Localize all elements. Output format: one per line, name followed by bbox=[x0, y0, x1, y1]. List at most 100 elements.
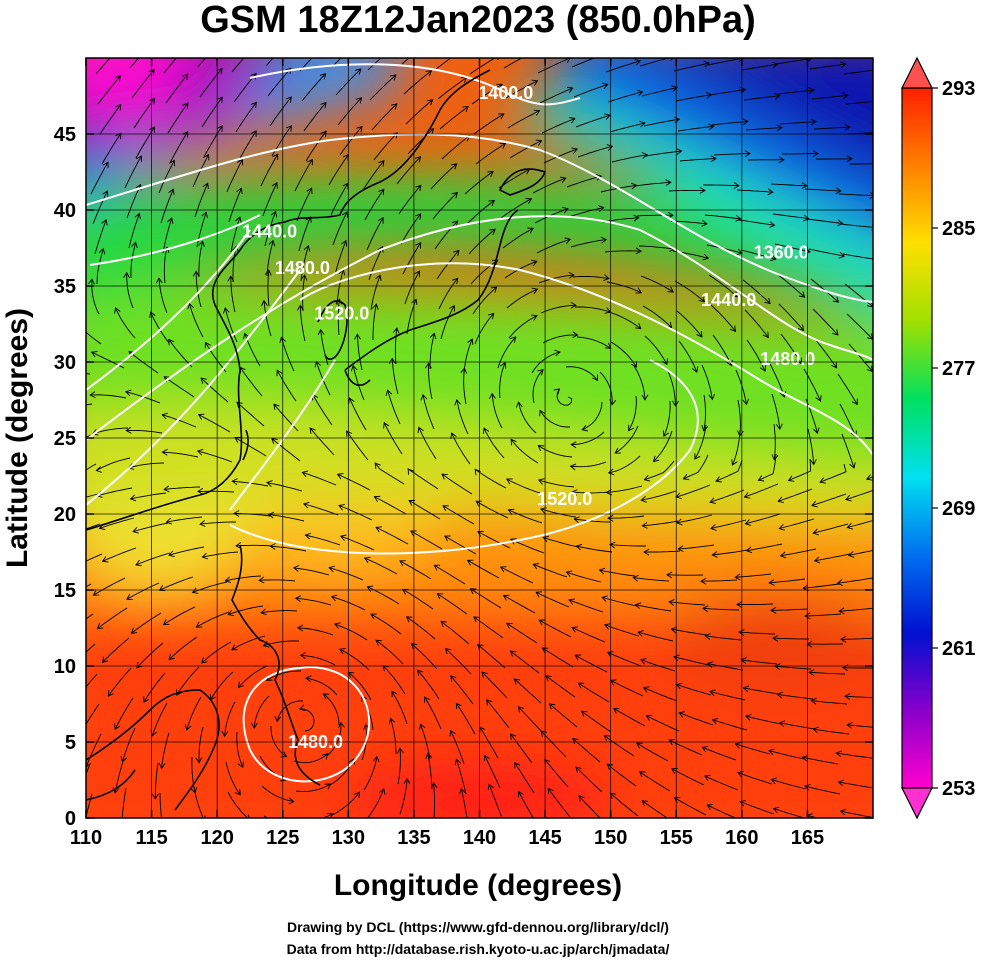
streamline bbox=[150, 311, 170, 344]
streamline bbox=[773, 423, 776, 460]
streamline-arrowhead bbox=[507, 508, 515, 515]
streamline-arrowhead bbox=[328, 565, 335, 573]
streamline-arrowhead bbox=[383, 421, 390, 429]
streamline-arrowhead bbox=[535, 139, 543, 146]
streamline-arrowhead bbox=[453, 249, 460, 257]
streamline bbox=[739, 631, 776, 635]
streamline bbox=[143, 672, 166, 703]
streamline bbox=[406, 616, 436, 640]
streamline bbox=[410, 530, 443, 550]
streamline-arrowhead bbox=[258, 576, 265, 584]
streamline-arrowhead bbox=[537, 444, 545, 452]
streamline-arrowhead bbox=[571, 626, 578, 633]
streamline bbox=[812, 308, 839, 336]
streamline bbox=[363, 756, 378, 791]
streamline bbox=[168, 636, 198, 660]
streamline-arrowhead bbox=[410, 643, 418, 650]
streamline-arrowhead bbox=[489, 392, 496, 399]
streamline bbox=[839, 403, 857, 437]
streamline-arrowhead bbox=[847, 551, 855, 558]
streamline bbox=[151, 702, 168, 736]
streamline bbox=[127, 817, 128, 818]
streamline-arrowhead bbox=[114, 307, 121, 314]
x-tick-label: 120 bbox=[200, 827, 233, 849]
streamline bbox=[428, 363, 433, 400]
streamline-arrowhead bbox=[440, 620, 447, 627]
streamline bbox=[295, 597, 332, 606]
streamline-arrowhead bbox=[531, 79, 539, 86]
streamline bbox=[86, 523, 101, 530]
contour-label: 1400.0 bbox=[478, 83, 533, 103]
streamline-arrowhead bbox=[375, 639, 382, 646]
streamline-arrowhead bbox=[197, 413, 205, 420]
streamline-arrowhead bbox=[165, 517, 173, 525]
streamline bbox=[775, 58, 812, 65]
streamline bbox=[633, 365, 646, 400]
streamline-arrowhead bbox=[415, 213, 422, 220]
streamline bbox=[312, 394, 333, 426]
streamline bbox=[401, 58, 410, 65]
streamline-arrowhead bbox=[168, 550, 175, 558]
streamline bbox=[568, 207, 604, 218]
streamline bbox=[542, 334, 578, 344]
streamline-arrowhead bbox=[309, 427, 316, 434]
streamline bbox=[517, 706, 544, 734]
streamline-arrowhead bbox=[570, 301, 577, 309]
streamline-arrowhead bbox=[338, 721, 345, 729]
streamline bbox=[736, 603, 774, 606]
streamline-arrowhead bbox=[251, 841, 257, 846]
coastlines bbox=[86, 69, 547, 811]
streamline-arrowhead bbox=[759, 365, 767, 372]
streamline-arrowhead bbox=[575, 766, 582, 773]
streamline bbox=[715, 459, 743, 482]
streamline bbox=[839, 607, 873, 612]
streamline bbox=[299, 58, 313, 72]
streamline bbox=[778, 303, 804, 331]
streamline-arrowhead bbox=[474, 468, 481, 476]
colorbar-ticks: 253 261 269 277 285 293 bbox=[932, 78, 975, 800]
streamline-arrowhead bbox=[233, 510, 240, 517]
streamline-arrowhead bbox=[514, 761, 521, 769]
colorbar-body bbox=[901, 87, 933, 789]
streamline-arrowhead bbox=[676, 148, 683, 155]
streamline bbox=[126, 272, 134, 309]
streamline-arrowhead bbox=[517, 790, 524, 798]
streamline bbox=[735, 573, 772, 578]
streamline bbox=[163, 376, 195, 398]
streamline-arrowhead bbox=[636, 742, 643, 749]
streamline bbox=[253, 695, 270, 729]
streamline-arrowhead bbox=[840, 61, 847, 69]
streamline-arrowhead bbox=[652, 455, 660, 463]
streamline-arrowhead bbox=[86, 854, 92, 859]
streamline-arrowhead bbox=[808, 87, 815, 94]
streamline bbox=[356, 334, 363, 371]
streamline-arrowhead bbox=[865, 474, 873, 481]
streamline-arrowhead bbox=[236, 401, 243, 408]
streamline-arrowhead bbox=[778, 720, 786, 728]
streamline bbox=[86, 331, 102, 345]
streamline-arrowhead bbox=[134, 212, 141, 220]
streamline bbox=[643, 118, 680, 127]
streamline bbox=[467, 559, 500, 579]
streamline bbox=[671, 768, 705, 786]
streamline-arrowhead bbox=[251, 722, 258, 729]
streamline bbox=[540, 304, 576, 314]
streamline bbox=[788, 458, 812, 481]
streamline-arrowhead bbox=[195, 757, 203, 764]
streamline-arrowhead bbox=[285, 124, 292, 132]
streamline-arrowhead bbox=[592, 374, 599, 382]
streamline-arrowhead bbox=[744, 150, 751, 157]
streamline-arrowhead bbox=[645, 714, 653, 721]
streamline bbox=[169, 131, 189, 164]
streamline-arrowhead bbox=[606, 651, 614, 658]
streamline bbox=[224, 701, 236, 737]
streamline-arrowhead bbox=[168, 188, 175, 196]
streamline-arrowhead bbox=[710, 524, 717, 531]
streamline bbox=[702, 607, 740, 611]
streamline bbox=[302, 471, 337, 486]
streamline bbox=[576, 545, 613, 553]
streamline bbox=[542, 647, 574, 668]
streamline-arrowhead bbox=[58, 411, 64, 416]
streamline bbox=[713, 153, 751, 156]
streamline bbox=[451, 432, 471, 465]
